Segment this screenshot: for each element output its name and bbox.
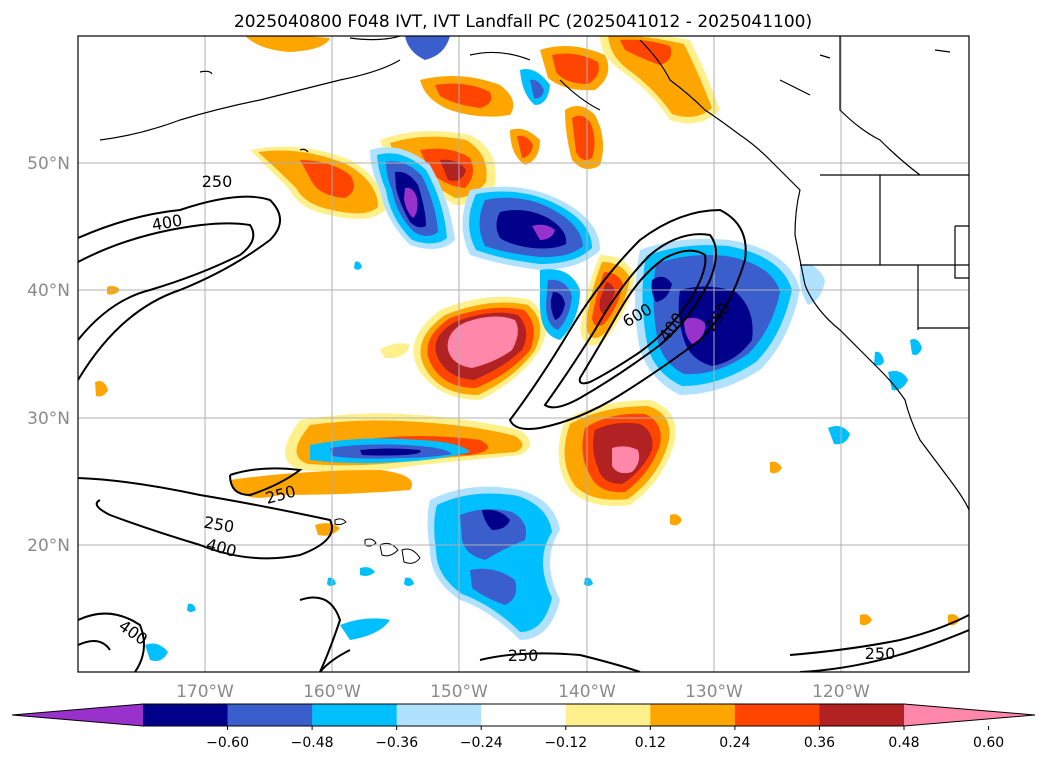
lon-label: 170°W — [176, 682, 234, 702]
lon-label: 140°W — [558, 682, 616, 702]
colorbar-extend-low — [12, 704, 143, 726]
contour-label: 250 — [508, 646, 539, 665]
colorbar-tick-label: 0.60 — [973, 735, 1004, 751]
lat-label: 50°N — [27, 154, 70, 174]
map-panel: 250 400 250 250 400 400 600 400 250 250 … — [78, 36, 969, 672]
graticule — [78, 36, 969, 672]
lon-label: 160°W — [303, 682, 361, 702]
negative-anomaly-field — [145, 36, 922, 661]
ivt-contours — [78, 195, 969, 672]
hawaii-islands — [334, 518, 421, 564]
lat-label: 40°N — [27, 281, 70, 301]
longitude-labels: 170°W 160°W 150°W 140°W 130°W 120°W — [176, 682, 870, 702]
colorbar-bin — [396, 704, 482, 726]
lat-label: 30°N — [27, 409, 70, 429]
colorbar-outline — [11, 703, 1036, 727]
lon-label: 150°W — [430, 682, 488, 702]
coastlines — [99, 36, 969, 511]
colorbar-bin — [565, 704, 651, 726]
colorbar-bin — [650, 704, 736, 726]
contour-label: 250 — [202, 172, 233, 191]
colorbar-bin — [819, 704, 905, 726]
colorbar-bin — [734, 704, 820, 726]
colorbar-tick-label: −0.60 — [206, 735, 249, 751]
colorbar-tick-label: −0.36 — [375, 735, 418, 751]
colorbar-tick-label: 0.24 — [719, 735, 750, 751]
colorbar-tick-label: 0.36 — [804, 735, 835, 751]
colorbar-tick-label: −0.48 — [291, 735, 334, 751]
colorbar-bin — [481, 704, 567, 726]
map-title: 2025040800 F048 IVT, IVT Landfall PC (20… — [234, 12, 812, 32]
colorbar-bin — [312, 704, 398, 726]
colorbar-tick-label: −0.24 — [460, 735, 503, 751]
colorbar-bin — [227, 704, 313, 726]
colorbar-tick-label: 0.12 — [635, 735, 666, 751]
colorbar: −0.60 −0.48 −0.36 −0.24 −0.12 0.12 0.24 0.36 0.4… — [11, 703, 1036, 751]
colorbar-tick-label: 0.48 — [888, 735, 919, 751]
colorbar-bin — [143, 704, 229, 726]
contour-label: 250 — [865, 644, 896, 663]
map-frame — [77, 35, 970, 673]
lon-label: 130°W — [685, 682, 743, 702]
colorbar-tick-label: −0.12 — [544, 735, 587, 751]
latitude-labels: 50°N 40°N 30°N 20°N — [27, 154, 70, 556]
lat-label: 20°N — [27, 536, 70, 556]
colorbar-extend-high — [904, 704, 1035, 726]
lon-label: 120°W — [812, 682, 870, 702]
